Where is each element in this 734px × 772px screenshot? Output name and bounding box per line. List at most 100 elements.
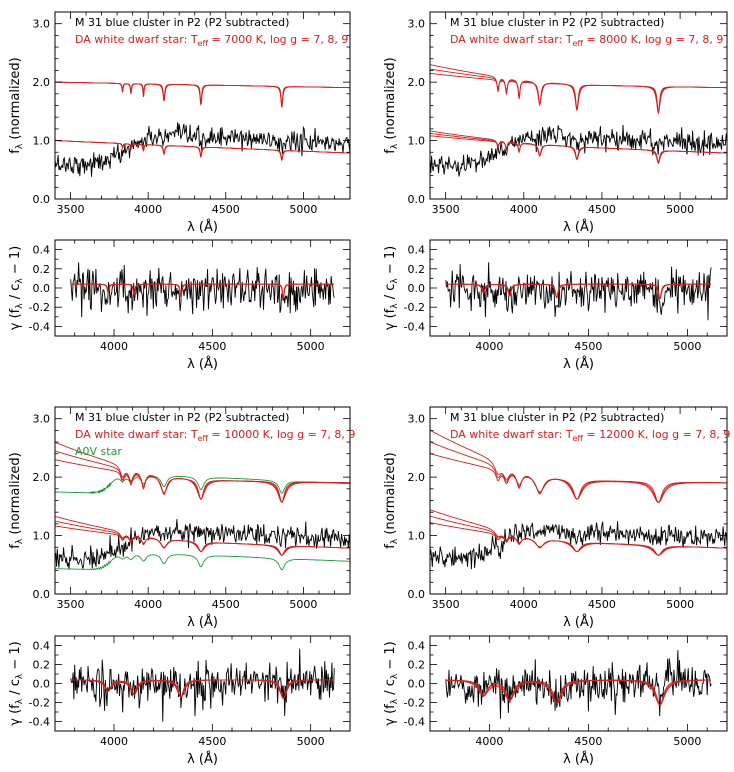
- y-tick-label: 1.0: [33, 135, 51, 148]
- y-axis-label-part: f: [383, 544, 398, 549]
- y-axis-label-part: (normalized): [8, 452, 23, 539]
- y-tick-label: 0.0: [33, 588, 51, 601]
- x-tick-label: 4500: [198, 735, 226, 748]
- annotation-cluster: M 31 blue cluster in P2 (P2 subtracted): [450, 411, 664, 424]
- y-axis-label-part: (normalized): [8, 57, 23, 144]
- panel-upper-left-residual: 4000 4500 5000 0.4 0.2 0.0 -0.2 -0.4 λ (Å) γ (fλ …: [8, 239, 351, 372]
- y-tick-label: 0.4: [33, 640, 51, 653]
- y-axis-label: γ (fλ / cλ − 1): [8, 246, 25, 330]
- annotation-model: DA white dwarf star: Teff = 12000 K, log…: [450, 428, 730, 443]
- y-tick-label: 0.2: [33, 659, 51, 672]
- y-axis-label-part: − 1): [383, 641, 398, 674]
- plot-area: [430, 64, 727, 177]
- x-axis-label: λ (Å): [563, 614, 594, 630]
- y-axis-label: fλ (normalized): [383, 452, 400, 548]
- annotation-model-params: = 7000 K, log g = 7, 8, 9: [208, 33, 348, 46]
- x-tick-label: 5000: [289, 203, 317, 216]
- observed-residual: [70, 648, 335, 722]
- x-axis-label: λ (Å): [187, 751, 218, 767]
- x-tick-label: 4500: [574, 735, 602, 748]
- x-tick-label: 4000: [510, 598, 538, 611]
- annotation-teff-sub: eff: [573, 39, 584, 48]
- model-residual-logg-9: [445, 679, 711, 706]
- panel-bottom-right: 3500 4000 4500 5000 0.0 1.0 2.0 3.0 λ (Å) fλ (nor…: [383, 406, 730, 630]
- y-tick-label: -0.4: [29, 716, 50, 729]
- y-axis-label-part: λ: [390, 143, 400, 149]
- y-tick-label: 2.0: [408, 471, 426, 484]
- annotation-model: DA white dwarf star: Teff = 7000 K, log …: [75, 33, 348, 48]
- annotation-model-params: = 12000 K, log g = 7, 8, 9: [583, 428, 730, 441]
- y-axis-label-part: λ: [390, 673, 400, 679]
- y-tick-label: 0.4: [408, 244, 426, 257]
- observed-spectrum: [430, 124, 727, 177]
- y-tick-label: 2.0: [33, 76, 51, 89]
- y-tick-label: 0.0: [408, 678, 426, 691]
- y-tick-label: 0.0: [33, 678, 51, 691]
- x-tick-label: 4500: [588, 598, 616, 611]
- x-tick-label: 3500: [432, 203, 460, 216]
- plot-area: [445, 262, 712, 321]
- panel-bottom-left: 3500 4000 4500 5000 0.0 1.0 2.0 3.0 λ (Å) fλ (nor…: [8, 406, 355, 630]
- y-axis-label-part: λ: [390, 698, 400, 704]
- observed-spectrum: [55, 122, 350, 177]
- wd-model-upper-logg-9: [55, 81, 350, 108]
- plot-area: [445, 650, 712, 719]
- x-tick-label: 3500: [432, 598, 460, 611]
- y-axis-label-part: f: [8, 544, 23, 549]
- y-tick-label: 0.0: [33, 193, 51, 206]
- annotation-model-text: DA white dwarf star: T: [75, 33, 198, 46]
- x-tick-label: 4500: [212, 203, 240, 216]
- x-axis-label: λ (Å): [563, 219, 594, 235]
- annotation-model-text: DA white dwarf star: T: [450, 428, 573, 441]
- model-residual-logg-8: [445, 679, 711, 706]
- y-axis-label-part: f: [383, 149, 398, 154]
- x-tick-label: 3500: [57, 203, 85, 216]
- model-residual-logg-9: [70, 679, 334, 699]
- y-axis-label-part: − 1): [8, 246, 23, 279]
- y-axis-label-part: f: [8, 149, 23, 154]
- y-tick-label: 1.0: [408, 135, 426, 148]
- y-axis-label: γ (fλ / cλ − 1): [383, 641, 400, 725]
- observed-spectrum: [55, 519, 350, 569]
- y-tick-label: 0.0: [408, 588, 426, 601]
- y-axis-label-part: γ (f: [383, 704, 398, 726]
- model-residual-logg-9: [70, 283, 334, 301]
- y-tick-label: 3.0: [408, 413, 426, 426]
- y-tick-label: 3.0: [408, 18, 426, 31]
- y-axis-label-part: γ (f: [383, 308, 398, 330]
- y-axis-label-part: λ: [15, 143, 25, 149]
- plot-area: [70, 262, 335, 318]
- annotation-model-params: = 10000 K, log g = 7, 8, 9: [208, 428, 355, 441]
- wd-model-upper-logg-9: [55, 441, 350, 503]
- y-axis-label-part: / c: [8, 679, 23, 699]
- y-axis-label: γ (fλ / cλ − 1): [8, 641, 25, 725]
- x-tick-label: 4000: [134, 598, 162, 611]
- y-axis-label-part: λ: [15, 673, 25, 679]
- x-tick-label: 5000: [666, 598, 694, 611]
- y-tick-label: -0.4: [404, 320, 425, 333]
- x-tick-label: 5000: [289, 598, 317, 611]
- y-tick-label: -0.4: [404, 716, 425, 729]
- x-tick-label: 5000: [666, 203, 694, 216]
- wd-model-lower-logg-9: [55, 140, 350, 162]
- wd-model-upper-logg-9: [430, 429, 727, 503]
- y-axis-label: γ (fλ / cλ − 1): [383, 246, 400, 330]
- plot-area: [430, 429, 727, 570]
- y-tick-label: 2.0: [33, 471, 51, 484]
- annotation-teff-sub: eff: [198, 434, 209, 443]
- y-tick-label: 0.2: [408, 263, 426, 276]
- y-tick-label: 0.0: [33, 282, 51, 295]
- y-tick-label: 3.0: [33, 18, 51, 31]
- panel-top-right: 3500 4000 4500 5000 0.0 1.0 2.0 3.0 λ (Å) fλ (nor…: [383, 11, 728, 235]
- wd-model-lower-logg-9: [430, 509, 727, 556]
- wd-model-upper-logg-7: [430, 453, 727, 503]
- y-tick-label: 0.0: [408, 282, 426, 295]
- annotation-model-text: DA white dwarf star: T: [75, 428, 198, 441]
- model-residual-logg-9: [445, 283, 711, 300]
- y-axis-label-part: − 1): [8, 641, 23, 674]
- x-axis-label: λ (Å): [187, 219, 218, 235]
- y-tick-label: 1.0: [408, 530, 426, 543]
- annotation-model-params: = 8000 K, log g = 7, 8, 9: [583, 33, 723, 46]
